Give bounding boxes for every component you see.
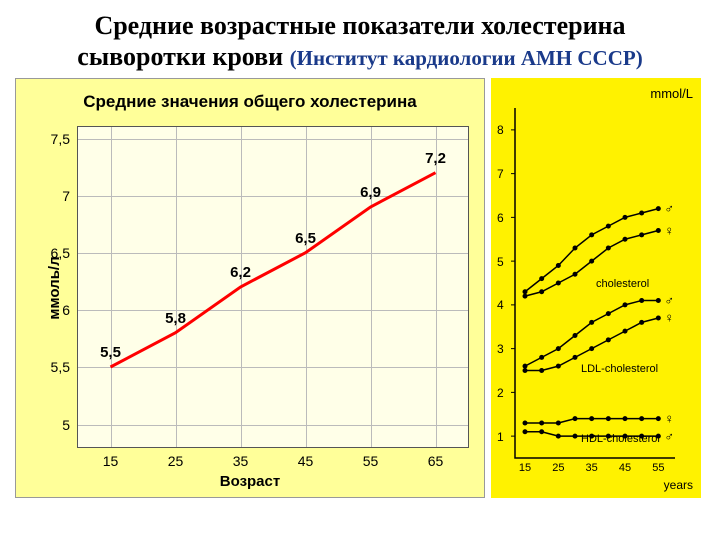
ytick: 6,5 [51,245,78,261]
xtick: 35 [233,447,249,469]
r-xtick: 45 [619,462,631,474]
page-title: Средние возрастные показатели холестерин… [15,10,705,72]
ytick: 6 [62,302,78,318]
r-ytick: 6 [497,211,504,225]
charts-row: Средние значения общего холестерина ммол… [15,78,705,498]
title-line1: Средние возрастные показатели холестерин… [94,11,625,40]
xtick: 15 [103,447,119,469]
ytick: 5 [62,417,78,433]
xtick: 45 [298,447,314,469]
xtick: 25 [168,447,184,469]
left-chart-title: Средние значения общего холестерина [15,92,485,112]
r-ytick: 8 [497,123,504,137]
title-line2b: (Институт кардиологии АМН СССР) [290,46,643,70]
right-xlabel: years [664,478,693,492]
left-xlabel: Возраст [15,473,485,490]
r-ytick: 1 [497,430,504,444]
gender-icon: ♂ [664,293,674,308]
gender-icon: ♂ [664,201,674,216]
data-label: 5,8 [165,310,186,327]
r-ytick: 4 [497,298,504,312]
r-ytick: 7 [497,167,504,181]
left-line [111,173,436,367]
r-xtick: 25 [552,462,564,474]
r-xtick: 55 [652,462,664,474]
left-ylabel: ммоль/л [46,257,63,320]
left-line-svg [78,127,468,447]
r-series-label: cholesterol [596,278,649,290]
r-series-label: HDL-cholesterol [581,433,660,445]
gender-icon: ♀ [664,411,674,426]
gender-icon: ♀ [664,223,674,238]
right-ylabel: mmol/L [650,86,693,101]
ytick: 5,5 [51,359,78,375]
r-ytick: 5 [497,255,504,269]
data-label: 5,5 [100,344,121,361]
xtick: 65 [428,447,444,469]
ytick: 7 [62,188,78,204]
r-xtick: 15 [519,462,531,474]
ytick: 7,5 [51,131,78,147]
r-xtick: 35 [586,462,598,474]
xtick: 55 [363,447,379,469]
left-plot-area: 55,566,577,51525354555655,55,86,26,56,97… [77,126,469,448]
r-series-label: LDL-cholesterol [581,363,658,375]
r-ytick: 3 [497,342,504,356]
data-label: 7,2 [425,150,446,167]
title-line2a: сыворотки крови [77,42,289,71]
gender-icon: ♂ [664,429,674,444]
data-label: 6,5 [295,230,316,247]
right-chart: mmol/L years 123456781525354555♂♀♂♀♀♂cho… [491,78,701,498]
data-label: 6,2 [230,264,251,281]
gender-icon: ♀ [664,310,674,325]
data-label: 6,9 [360,184,381,201]
r-series-ldl_m [525,301,658,367]
right-plot-area [515,108,675,458]
left-chart: Средние значения общего холестерина ммол… [15,78,485,498]
r-ytick: 2 [497,386,504,400]
